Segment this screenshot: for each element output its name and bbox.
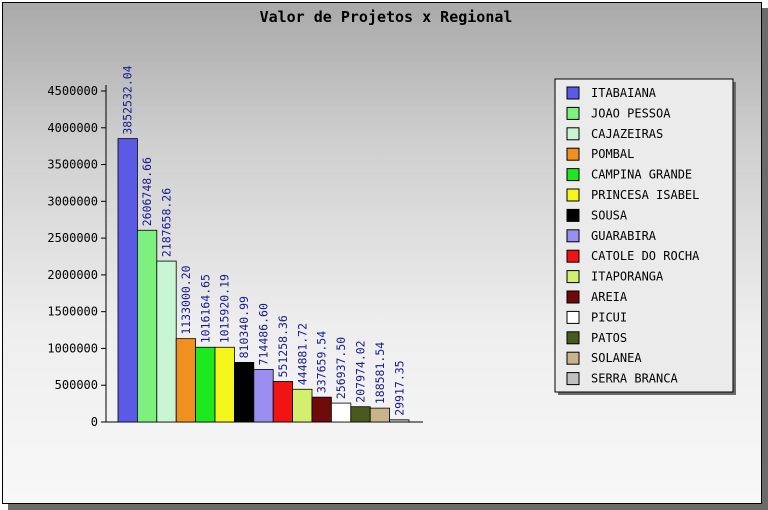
legend-swatch bbox=[566, 168, 580, 182]
bar-catole-do-rocha bbox=[272, 381, 294, 423]
legend-label: PATOS bbox=[591, 331, 627, 345]
y-tick-label: 1000000 bbox=[47, 341, 98, 355]
bar-joao-pessoa bbox=[136, 229, 158, 423]
legend-label: SERRA BRANCA bbox=[591, 372, 678, 386]
bar-value-label: 2187658.26 bbox=[160, 188, 174, 257]
bar-value-label: 188581.54 bbox=[373, 342, 387, 404]
legend-swatch bbox=[566, 208, 580, 222]
y-tick-label: 500000 bbox=[55, 378, 98, 392]
legend-label: JOAO PESSOA bbox=[591, 106, 671, 120]
bar-value-label: 256937.50 bbox=[334, 337, 348, 399]
y-tick-label: 0 bbox=[91, 415, 98, 429]
legend-label: GUARABIRA bbox=[591, 229, 657, 243]
y-tick-label: 2000000 bbox=[47, 268, 98, 282]
legend-swatch bbox=[566, 331, 580, 345]
bar-chart: Valor de Projetos x Regional 0 500000 10000… bbox=[47, 8, 736, 429]
bar-patos bbox=[350, 406, 371, 423]
bar-picui bbox=[330, 402, 352, 423]
bar-sousa bbox=[233, 361, 255, 423]
legend-label: SOUSA bbox=[591, 208, 628, 222]
legend-label: SOLANEA bbox=[591, 351, 642, 365]
bar-itaporanga bbox=[292, 388, 313, 423]
legend-swatch bbox=[566, 270, 580, 284]
legend-swatch bbox=[566, 290, 580, 304]
legend-label: PRINCESA ISABEL bbox=[591, 188, 699, 202]
legend-label: CAJAZEIRAS bbox=[591, 127, 663, 141]
legend-label: POMBAL bbox=[591, 147, 634, 161]
legend-label: AREIA bbox=[591, 290, 628, 304]
bar-itabaiana bbox=[117, 138, 138, 423]
legend-swatch bbox=[566, 351, 580, 365]
legend bbox=[554, 78, 734, 393]
bar-pombal bbox=[175, 338, 196, 423]
legend-swatch bbox=[566, 188, 580, 202]
legend-swatch bbox=[566, 229, 580, 243]
legend-swatch bbox=[566, 127, 580, 141]
bar-campina-grande bbox=[195, 346, 216, 423]
legend-label: ITAPORANGA bbox=[591, 270, 664, 284]
bar-value-label: 1016164.65 bbox=[198, 274, 212, 343]
chart-frame: Valor de Projetos x Regional 0 500000 10000… bbox=[2, 2, 762, 504]
bar-solanea bbox=[369, 407, 391, 423]
legend-label: CATOLE DO ROCHA bbox=[591, 249, 700, 263]
bar-princesa-isabel bbox=[214, 346, 235, 423]
y-tick-label: 3500000 bbox=[47, 158, 98, 172]
bar-areia bbox=[311, 396, 332, 423]
legend-swatch bbox=[566, 147, 580, 161]
y-tick-label: 1500000 bbox=[47, 305, 98, 319]
legend-label: ITABAIANA bbox=[591, 86, 657, 100]
bar-value-label: 2606748.66 bbox=[140, 157, 154, 226]
bar-value-label: 1015920.19 bbox=[218, 274, 232, 343]
bar-value-label: 337659.54 bbox=[315, 331, 329, 393]
bar-value-label: 3852532.04 bbox=[121, 65, 135, 134]
legend-swatch bbox=[566, 372, 580, 386]
bar-value-label: 714486.60 bbox=[257, 303, 271, 365]
legend-label: CAMPINA GRANDE bbox=[591, 168, 692, 182]
legend-swatch bbox=[566, 86, 580, 100]
y-tick-label: 2500000 bbox=[47, 231, 98, 245]
bar-value-label: 551258.36 bbox=[276, 315, 290, 377]
bar-value-label: 1133000.20 bbox=[179, 265, 193, 334]
bar-value-label: 444881.72 bbox=[295, 323, 309, 385]
y-tick-label: 3000000 bbox=[47, 194, 98, 208]
bar-value-label: 207974.02 bbox=[354, 340, 368, 402]
legend-swatch bbox=[566, 249, 580, 263]
y-tick-label: 4000000 bbox=[47, 121, 98, 135]
legend-swatch bbox=[566, 310, 580, 324]
bar-serra-branca bbox=[389, 419, 410, 423]
chart-title: Valor de Projetos x Regional bbox=[260, 8, 513, 26]
y-tick-label: 4500000 bbox=[47, 84, 98, 98]
bar-guarabira bbox=[253, 369, 274, 423]
bar-value-label: 29917.35 bbox=[392, 360, 406, 415]
bar-value-label: 810340.99 bbox=[237, 296, 251, 358]
bar-cajazeiras bbox=[156, 260, 177, 423]
legend-swatch bbox=[566, 106, 580, 120]
legend-label: PICUI bbox=[591, 310, 627, 324]
